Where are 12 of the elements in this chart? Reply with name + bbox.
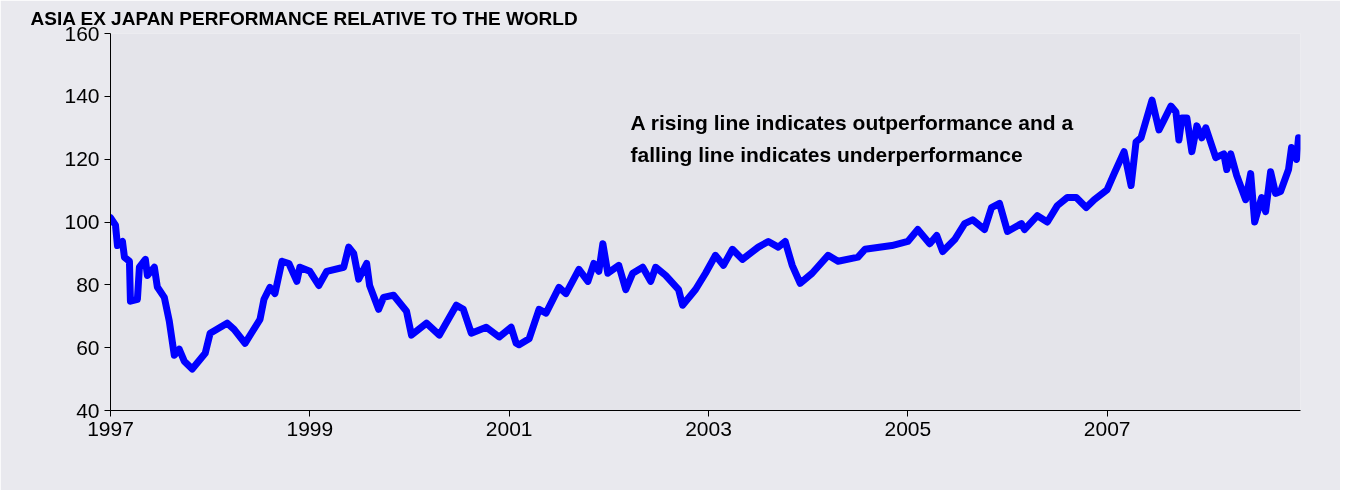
y-tick-label: 80 bbox=[76, 272, 100, 296]
y-tick-label: 60 bbox=[76, 335, 100, 359]
y-tick-label: 100 bbox=[64, 210, 100, 233]
y-tick-label: 120 bbox=[64, 147, 100, 171]
y-tick-label: 140 bbox=[64, 84, 100, 108]
x-tick-label: 2001 bbox=[485, 416, 533, 440]
x-tick-label: 2003 bbox=[685, 416, 732, 440]
x-tick-label: 2005 bbox=[884, 416, 932, 440]
annotation: A rising line indicates outperformance and a falling line indicates underperformance bbox=[630, 110, 1074, 166]
x-tick-label: 1999 bbox=[286, 416, 334, 440]
x-tick-label: 2007 bbox=[1083, 416, 1131, 440]
y-tick-label: 40 bbox=[76, 398, 100, 422]
